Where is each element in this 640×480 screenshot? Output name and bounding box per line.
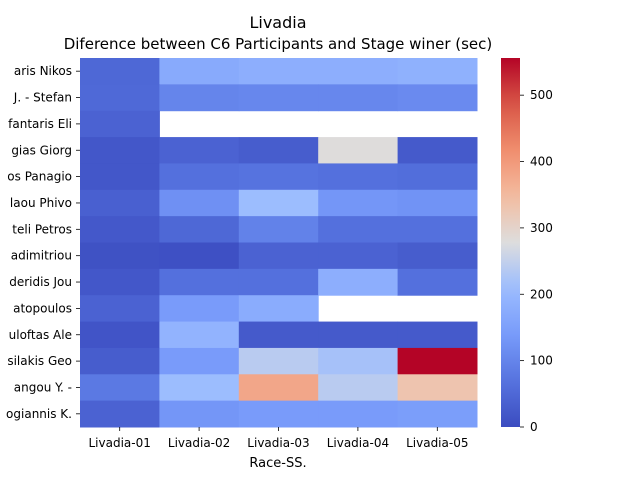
- heatmap-cell: [80, 163, 160, 191]
- heatmap-cell: [397, 400, 478, 428]
- y-tick-label: deridis Jou: [9, 275, 72, 289]
- heatmap-cell: [318, 268, 399, 296]
- heatmap-cell: [80, 347, 160, 375]
- heatmap-cell: [238, 216, 319, 243]
- x-tick-labels: Livadia-01 Livadia-02 Livadia-03 Livadia-04…: [89, 427, 468, 450]
- heatmap-cell: [159, 137, 240, 164]
- heatmap-cell: [80, 242, 160, 270]
- heatmap-cell: [397, 268, 478, 296]
- heatmap-cell: [159, 58, 240, 85]
- chart-subtitle: Diference between C6 Participants and St…: [64, 35, 493, 53]
- heatmap-cell: [397, 321, 478, 349]
- colorbar-ticks: 0 100 200 300 400 500: [520, 88, 553, 434]
- heatmap-cell: [80, 216, 160, 243]
- y-tick-labels: aris Nikos J. - Stefan fantaris Eli gias G…: [6, 64, 80, 421]
- y-tick-label: angou Y. -: [14, 380, 72, 394]
- heatmap-cell: [159, 84, 240, 112]
- heatmap-cell: [318, 137, 399, 164]
- heatmap-cell: [238, 400, 319, 428]
- colorbar: [501, 58, 520, 427]
- colorbar-tick-label: 400: [530, 155, 553, 169]
- heatmap-cell: [80, 110, 160, 138]
- chart-title: Livadia: [249, 13, 306, 32]
- heatmap-cell: [80, 321, 160, 349]
- heatmap-cell: [238, 189, 319, 217]
- heatmap-cell: [159, 216, 240, 243]
- heatmap-cell: [318, 347, 399, 375]
- heatmap-cell: [397, 242, 478, 270]
- colorbar-tick-label: 0: [530, 420, 538, 434]
- heatmap-cell: [238, 321, 319, 349]
- heatmap-cell: [318, 374, 399, 402]
- heatmap-cell: [397, 189, 478, 217]
- x-tick-label: Livadia-02: [168, 436, 230, 450]
- heatmap-cell: [159, 242, 240, 270]
- heatmap-cell: [80, 295, 160, 323]
- heatmap-cell: [238, 268, 319, 296]
- heatmap-cell: [238, 295, 319, 323]
- y-tick-label: gias Giorg: [11, 143, 72, 157]
- x-tick-label: Livadia-04: [327, 436, 389, 450]
- heatmap-cell: [238, 137, 319, 164]
- heatmap-cell: [80, 374, 160, 402]
- x-tick-label: Livadia-03: [247, 436, 309, 450]
- y-tick-label: os Panagio: [7, 170, 72, 184]
- heatmap-cell: [318, 58, 399, 85]
- heatmap-cell: [397, 374, 478, 402]
- heatmap-cell: [159, 189, 240, 217]
- heatmap-cell: [318, 163, 399, 191]
- y-tick-label: J. - Stefan: [13, 91, 72, 105]
- heatmap-cell: [159, 295, 240, 323]
- heatmap-cell: [80, 400, 160, 428]
- heatmap-cell: [159, 347, 240, 375]
- y-tick-label: adimitriou: [11, 249, 72, 263]
- y-tick-label: teli Petros: [12, 222, 72, 236]
- colorbar-tick-label: 100: [530, 354, 553, 368]
- heatmap-cell: [318, 242, 399, 270]
- heatmap-cell: [318, 400, 399, 428]
- heatmap-cell: [397, 347, 478, 375]
- x-tick-label: Livadia-05: [406, 436, 468, 450]
- heatmap-cell: [397, 84, 478, 112]
- x-axis-label: Race-SS.: [249, 456, 306, 471]
- x-tick-label: Livadia-01: [89, 436, 151, 450]
- heatmap-cell: [238, 58, 319, 85]
- heatmap-cell: [80, 84, 160, 112]
- heatmap-cell: [80, 58, 160, 85]
- y-tick-label: uloftas Ale: [9, 328, 72, 342]
- heatmap-cell: [397, 163, 478, 191]
- heatmap-cell: [318, 84, 399, 112]
- heatmap-cell: [397, 216, 478, 243]
- heatmap-cell: [238, 84, 319, 112]
- heatmap-cell: [238, 374, 319, 402]
- colorbar-tick-label: 200: [530, 287, 553, 301]
- y-tick-label: silakis Geo: [7, 354, 72, 368]
- colorbar-tick-label: 300: [530, 221, 553, 235]
- heatmap-cell: [80, 189, 160, 217]
- heatmap-cell: [159, 163, 240, 191]
- heatmap-cell: [159, 321, 240, 349]
- heatmap-cell: [159, 374, 240, 402]
- heatmap-cell: [80, 137, 160, 164]
- heatmap-cell: [159, 268, 240, 296]
- heatmap-cell: [397, 137, 478, 164]
- y-tick-label: laou Phivo: [10, 196, 72, 210]
- y-tick-label: fantaris Eli: [8, 117, 72, 131]
- heatmap-cell: [318, 321, 399, 349]
- heatmap-cell: [80, 268, 160, 296]
- heatmap-cell: [318, 189, 399, 217]
- heatmap-cells: [80, 58, 478, 428]
- heatmap-cell: [159, 400, 240, 428]
- heatmap-cell: [397, 58, 478, 85]
- heatmap-cell: [318, 216, 399, 243]
- heatmap-cell: [238, 242, 319, 270]
- heatmap-cell: [238, 347, 319, 375]
- heatmap-cell: [238, 163, 319, 191]
- y-tick-label: aris Nikos: [14, 64, 72, 78]
- y-tick-label: ogiannis K.: [6, 407, 72, 421]
- y-tick-label: atopoulos: [13, 301, 72, 315]
- colorbar-tick-label: 500: [530, 88, 553, 102]
